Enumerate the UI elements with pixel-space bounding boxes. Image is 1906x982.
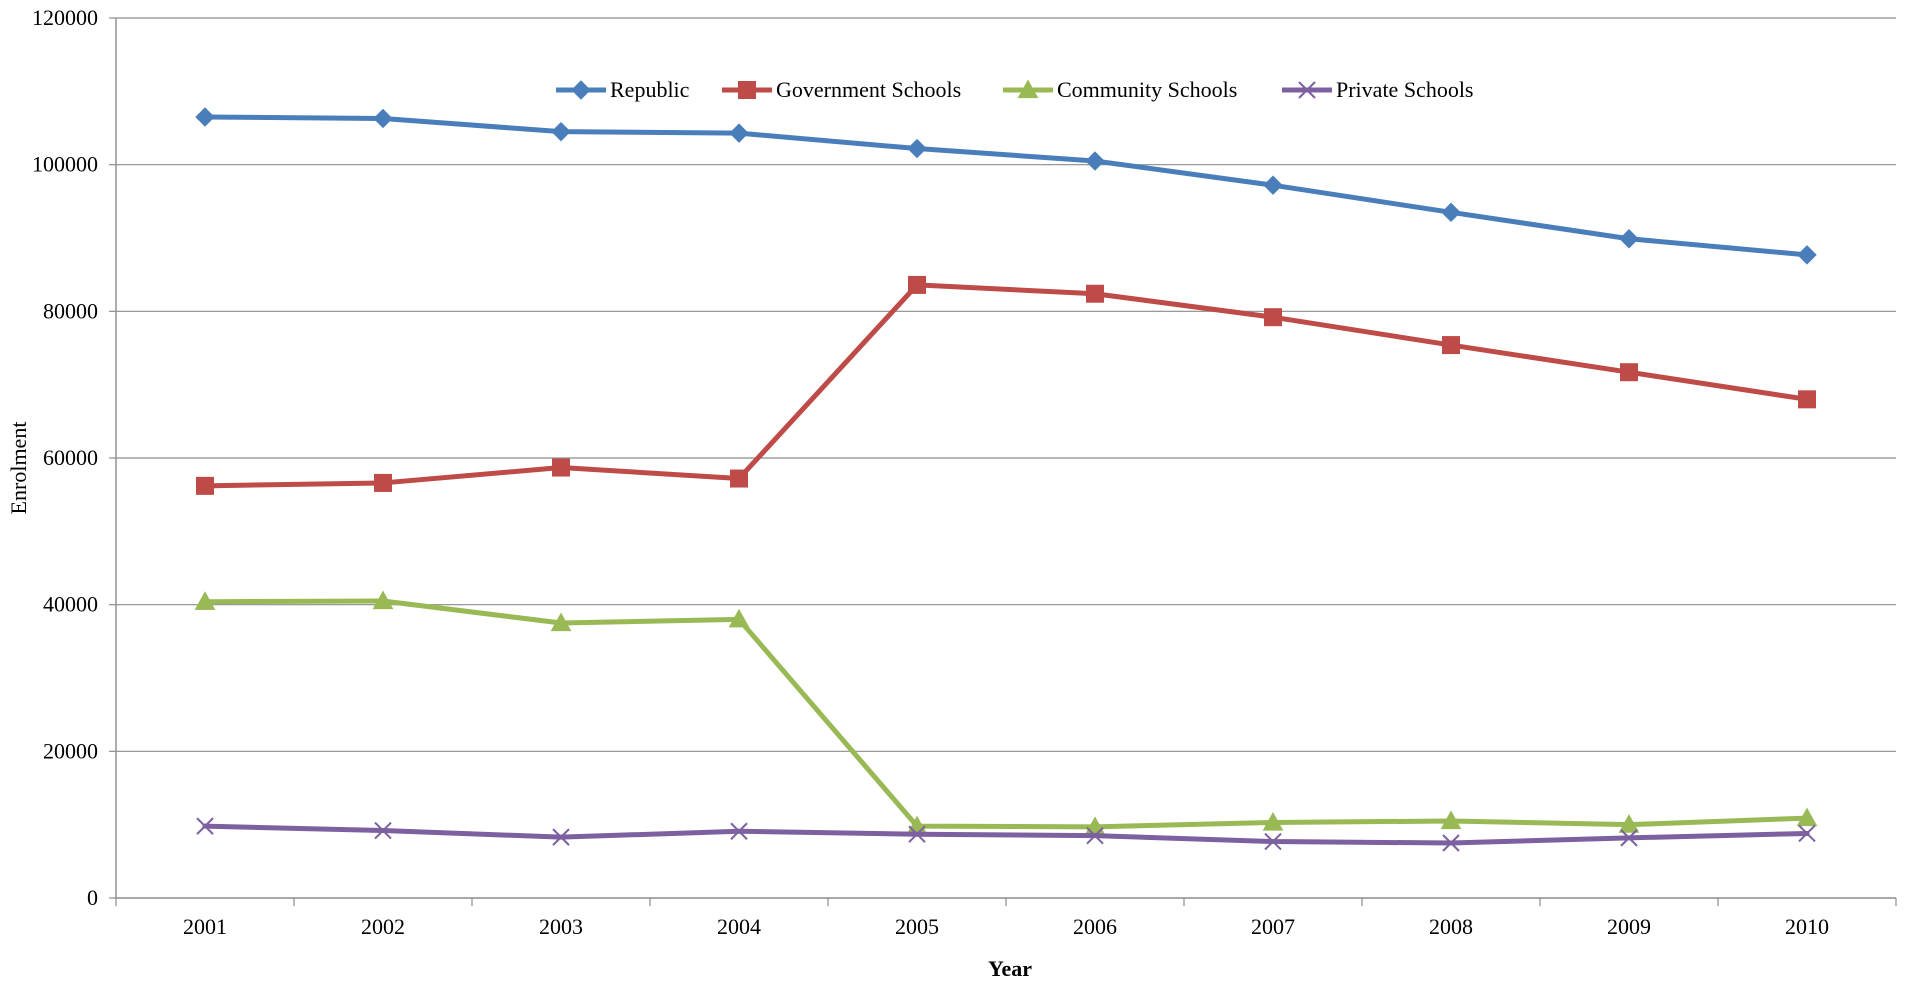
data-point-square [730, 469, 748, 488]
data-point-triangle [194, 591, 216, 610]
y-tick-label: 20000 [43, 738, 98, 763]
series-line [202, 114, 1810, 258]
marker-stroke [908, 825, 926, 843]
data-point-square [552, 458, 570, 477]
series-government [196, 275, 1816, 495]
data-point-square [1798, 390, 1816, 409]
data-point-diamond [1441, 202, 1461, 223]
data-point-square [738, 81, 756, 99]
data-point-triangle [1440, 810, 1462, 830]
data-point-triangle [728, 608, 750, 628]
y-tick-label: 0 [87, 885, 98, 910]
data-point-diamond [551, 121, 571, 142]
axis-layer: 0 20000 40000 60000 80000 100000 120000 2001 200… [32, 5, 1897, 939]
legend-label: Community Schools [1057, 77, 1237, 102]
data-point-x [1620, 829, 1638, 847]
data-point-x [1442, 834, 1460, 852]
y-tick-label: 100000 [32, 152, 98, 177]
marker-stroke [552, 828, 570, 846]
data-point-diamond [729, 123, 749, 143]
data-point-square [1086, 284, 1104, 303]
data-point-square [374, 473, 392, 492]
marker-stroke [730, 822, 748, 840]
marker-stroke [1264, 832, 1282, 851]
data-point-square [1442, 336, 1460, 355]
y-tick-label: 60000 [43, 445, 98, 470]
data-point-square [908, 275, 926, 294]
data-point-diamond [907, 138, 927, 159]
data-point-x [196, 817, 214, 835]
marker-stroke [1620, 829, 1638, 847]
data-point-x [908, 825, 926, 843]
x-tick-label: 2005 [895, 914, 939, 939]
data-point-diamond [1263, 175, 1283, 195]
data-point-diamond [1619, 229, 1639, 249]
x-tick-label: 2009 [1607, 914, 1651, 939]
legend-label: Government Schools [776, 77, 961, 102]
data-point-square [196, 476, 214, 495]
data-point-diamond [1085, 151, 1105, 171]
y-tick-label: 120000 [32, 5, 98, 30]
x-tick-label: 2007 [1251, 914, 1295, 939]
x-tick-label: 2004 [717, 914, 761, 939]
data-point-x [730, 822, 748, 840]
data-point-diamond [195, 107, 215, 127]
marker-stroke [1086, 826, 1104, 845]
x-tick-label: 2006 [1073, 914, 1117, 939]
series-line [202, 282, 1810, 489]
series-republic [195, 107, 1817, 265]
series-line [202, 823, 1810, 846]
legend: Republic Government Schools Community Scho… [556, 77, 1474, 102]
legend-item-republic: Republic [556, 77, 690, 102]
marker-stroke [1442, 834, 1460, 852]
data-point-triangle [1796, 807, 1818, 827]
marker-stroke [196, 817, 214, 835]
legend-label: Private Schools [1336, 77, 1474, 102]
series-line [202, 598, 1810, 830]
data-point-triangle [372, 590, 394, 610]
marker-stroke [374, 821, 392, 840]
data-point-diamond [373, 108, 393, 129]
y-tick-label: 40000 [43, 592, 98, 617]
legend-label: Republic [610, 77, 690, 102]
data-point-x [552, 828, 570, 846]
series-private [196, 817, 1816, 852]
data-point-triangle [1618, 814, 1640, 833]
data-point-diamond [571, 80, 591, 100]
data-point-square [1264, 308, 1282, 327]
x-axis-title: Year [988, 956, 1032, 981]
x-tick-label: 2010 [1785, 914, 1829, 939]
data-point-x [1086, 826, 1104, 845]
x-tick-label: 2003 [539, 914, 583, 939]
data-point-triangle [550, 612, 572, 632]
legend-item-community: Community Schools [1003, 77, 1237, 102]
data-point-x [374, 821, 392, 840]
data-point-x [1798, 824, 1816, 843]
marker-stroke [1798, 824, 1816, 843]
legend-item-government: Government Schools [722, 77, 961, 102]
x-tick-label: 2002 [361, 914, 405, 939]
y-axis-title: Enrolment [6, 422, 31, 515]
y-tick-label: 80000 [43, 298, 98, 323]
data-point-triangle [1262, 811, 1284, 831]
data-point-square [1620, 363, 1638, 382]
legend-item-private: Private Schools [1282, 77, 1474, 102]
data-point-x [1298, 81, 1316, 99]
data-point-x [1264, 832, 1282, 851]
marker-stroke [1298, 81, 1316, 99]
x-tick-label: 2001 [183, 914, 227, 939]
data-point-diamond [1797, 245, 1817, 265]
series-community [194, 590, 1818, 835]
x-tick-label: 2008 [1429, 914, 1473, 939]
data-point-triangle [1017, 79, 1039, 99]
series-layer [194, 107, 1818, 852]
